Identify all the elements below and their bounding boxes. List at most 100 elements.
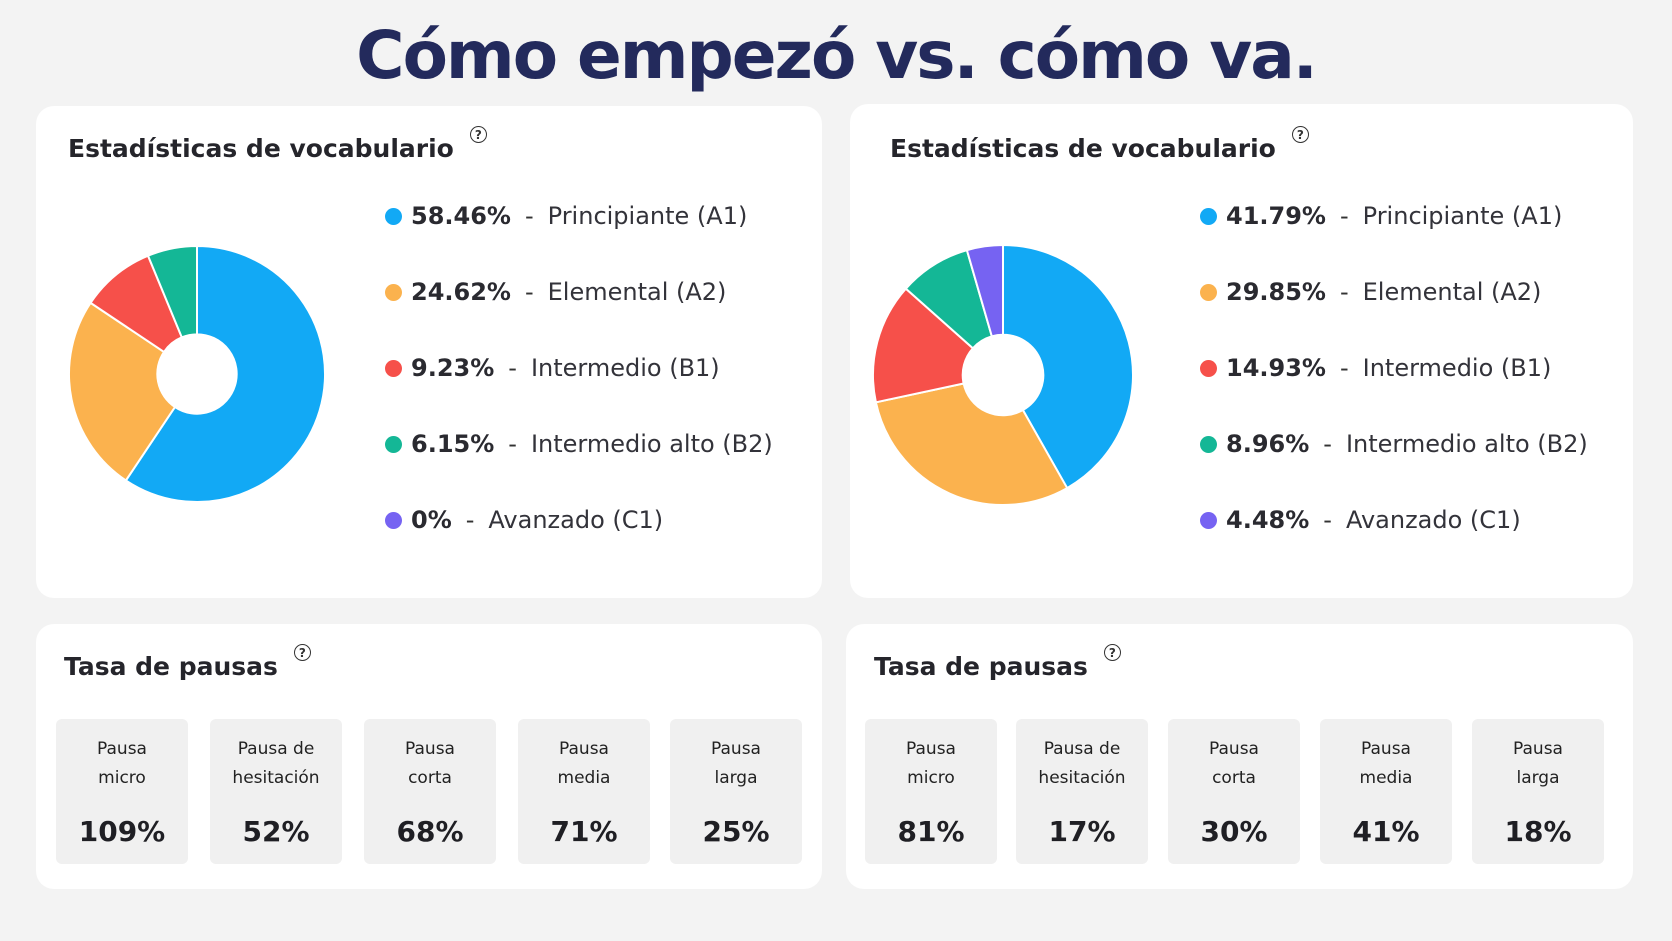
- legend-pct: 14.93%: [1226, 354, 1326, 382]
- legend-sep: -: [1339, 354, 1349, 382]
- pause-value: 52%: [242, 815, 310, 848]
- page-title: Cómo empezó vs. cómo va.: [356, 17, 1318, 94]
- legend-dot-c1: [385, 511, 402, 529]
- vocab-card-title: Estadísticas de vocabulario ?: [68, 126, 487, 163]
- pause-label: Pausa larga: [1513, 739, 1563, 788]
- pause-value: 18%: [1504, 815, 1572, 848]
- legend-dot-b2: [385, 435, 402, 453]
- legend-pct: 6.15%: [411, 430, 495, 458]
- donut-slice-a2[interactable]: [68, 301, 177, 482]
- pause-tile-hesitation: Pausa de hesitación 17%: [1016, 719, 1148, 864]
- pause-tile-long: Pausa larga 25%: [670, 719, 802, 864]
- legend-label: Intermedio (B1): [530, 354, 720, 382]
- legend-label: Elemental (A2): [1362, 278, 1542, 306]
- legend-item-a2: 29.85% - Elemental (A2): [1200, 278, 1541, 306]
- help-icon[interactable]: ?: [1291, 126, 1309, 143]
- legend-pct: 4.48%: [1226, 506, 1310, 534]
- pause-label: Pausa media: [1359, 739, 1413, 788]
- pause-title-text: Tasa de pausas: [874, 652, 1088, 681]
- legend-pct: 0%: [411, 506, 452, 534]
- pause-card-title: Tasa de pausas ?: [874, 644, 1121, 681]
- legend-label: Principiante (A1): [547, 202, 748, 230]
- legend-sep: -: [508, 430, 517, 458]
- legend-item-c1: 0% - Avanzado (C1): [385, 506, 663, 534]
- legend-dot-b2: [1200, 435, 1217, 453]
- pause-tile-long: Pausa larga 18%: [1472, 719, 1604, 864]
- legend-pct: 41.79%: [1226, 202, 1326, 230]
- legend-sep: -: [1339, 278, 1349, 306]
- help-icon[interactable]: ?: [469, 126, 487, 143]
- pause-label: Pausa media: [557, 739, 611, 788]
- legend-label: Avanzado (C1): [1345, 506, 1521, 534]
- pause-tile-hesitation: Pausa de hesitación 52%: [210, 719, 342, 864]
- vocab-title-text: Estadísticas de vocabulario: [68, 134, 454, 163]
- pause-label: Pausa micro: [97, 739, 147, 788]
- pause-value: 68%: [396, 815, 464, 848]
- pause-label: Pausa corta: [405, 739, 455, 788]
- donut-slice-a1[interactable]: [1002, 243, 1134, 490]
- pause-card-title: Tasa de pausas ?: [64, 644, 311, 681]
- pause-tile-medium: Pausa media 71%: [518, 719, 650, 864]
- pause-value: 17%: [1048, 815, 1116, 848]
- legend-sep: -: [1323, 506, 1332, 534]
- legend-label: Intermedio alto (B2): [530, 430, 773, 458]
- legend-sep: -: [1323, 430, 1332, 458]
- legend-label: Principiante (A1): [1362, 202, 1563, 230]
- legend-pct: 9.23%: [411, 354, 495, 382]
- vocab-card-before: Estadísticas de vocabulario ? 58.46% - P…: [36, 106, 822, 598]
- legend-pct: 58.46%: [411, 202, 511, 230]
- help-icon[interactable]: ?: [293, 644, 311, 661]
- legend-dot-a1: [1200, 207, 1217, 225]
- vocab-title-text: Estadísticas de vocabulario: [890, 134, 1276, 163]
- legend-item-a2: 24.62% - Elemental (A2): [385, 278, 726, 306]
- legend-item-c1: 4.48% - Avanzado (C1): [1200, 506, 1521, 534]
- donut-slice-a2[interactable]: [874, 382, 1069, 506]
- pause-label: Pausa corta: [1209, 739, 1259, 788]
- legend-dot-c1: [1200, 511, 1217, 529]
- pause-label: Pausa micro: [906, 739, 956, 788]
- vocab-donut-chart: [872, 243, 1134, 506]
- legend-dot-b1: [385, 359, 402, 377]
- legend-item-a1: 41.79% - Principiante (A1): [1200, 202, 1562, 230]
- legend-item-b1: 9.23% - Intermedio (B1): [385, 354, 720, 382]
- legend-pct: 8.96%: [1226, 430, 1310, 458]
- pause-tile-medium: Pausa media 41%: [1320, 719, 1452, 864]
- vocab-donut-chart: [68, 244, 326, 503]
- vocab-card-title: Estadísticas de vocabulario ?: [890, 126, 1309, 163]
- legend-dot-b1: [1200, 359, 1217, 377]
- pause-value: 25%: [702, 815, 770, 848]
- pause-title-text: Tasa de pausas: [64, 652, 278, 681]
- pause-tile-short: Pausa corta 30%: [1168, 719, 1300, 864]
- legend-pct: 24.62%: [411, 278, 511, 306]
- legend-dot-a2: [385, 283, 402, 301]
- pause-card-now: Tasa de pausas ? Pausa micro 81% Pausa d…: [846, 624, 1633, 889]
- pause-tile-micro: Pausa micro 81%: [865, 719, 997, 864]
- pause-tile-short: Pausa corta 68%: [364, 719, 496, 864]
- donut-slice-b1[interactable]: [872, 287, 975, 404]
- pause-card-before: Tasa de pausas ? Pausa micro 109% Pausa …: [36, 624, 822, 889]
- donut-slice-b2[interactable]: [146, 244, 198, 339]
- legend-item-b2: 6.15% - Intermedio alto (B2): [385, 430, 773, 458]
- donut-slice-c1[interactable]: [965, 243, 1004, 338]
- pause-value: 71%: [550, 815, 618, 848]
- pause-value: 30%: [1200, 815, 1268, 848]
- legend-sep: -: [508, 354, 517, 382]
- legend-item-b2: 8.96% - Intermedio alto (B2): [1200, 430, 1588, 458]
- legend-label: Avanzado (C1): [488, 506, 664, 534]
- legend-sep: -: [524, 202, 534, 230]
- pause-tile-micro: Pausa micro 109%: [56, 719, 188, 864]
- pause-label: Pausa de hesitación: [232, 739, 320, 788]
- donut-slice-a1[interactable]: [124, 244, 326, 503]
- pause-value: 109%: [78, 815, 166, 848]
- pause-label: Pausa de hesitación: [1038, 739, 1126, 788]
- legend-item-a1: 58.46% - Principiante (A1): [385, 202, 747, 230]
- legend-dot-a2: [1200, 283, 1217, 301]
- legend-sep: -: [465, 506, 475, 534]
- legend-item-b1: 14.93% - Intermedio (B1): [1200, 354, 1551, 382]
- help-icon[interactable]: ?: [1103, 644, 1121, 661]
- legend-sep: -: [524, 278, 534, 306]
- legend-label: Intermedio (B1): [1362, 354, 1552, 382]
- vocab-card-now: Estadísticas de vocabulario ? 41.79% - P…: [850, 104, 1633, 598]
- pause-label: Pausa larga: [711, 739, 761, 788]
- legend-pct: 29.85%: [1226, 278, 1326, 306]
